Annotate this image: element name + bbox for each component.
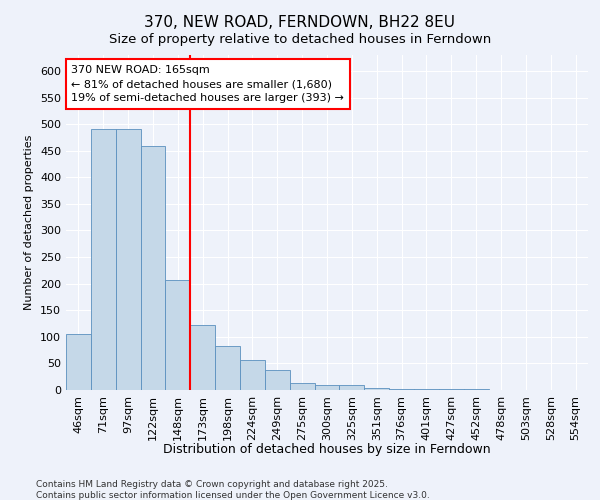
Y-axis label: Number of detached properties: Number of detached properties [25,135,34,310]
Bar [265,370,290,390]
X-axis label: Distribution of detached houses by size in Ferndown: Distribution of detached houses by size … [163,443,491,456]
Bar [215,346,240,390]
Bar [66,334,91,390]
Bar [91,130,116,390]
Bar [340,384,364,390]
Text: Size of property relative to detached houses in Ferndown: Size of property relative to detached ho… [109,32,491,46]
Bar [240,360,265,390]
Bar [290,383,314,390]
Bar [364,388,389,390]
Bar [389,389,414,390]
Bar [140,146,166,390]
Text: 370, NEW ROAD, FERNDOWN, BH22 8EU: 370, NEW ROAD, FERNDOWN, BH22 8EU [145,15,455,30]
Bar [116,130,140,390]
Bar [166,280,190,390]
Text: 370 NEW ROAD: 165sqm
← 81% of detached houses are smaller (1,680)
19% of semi-de: 370 NEW ROAD: 165sqm ← 81% of detached h… [71,65,344,103]
Bar [190,325,215,390]
Text: Contains HM Land Registry data © Crown copyright and database right 2025.
Contai: Contains HM Land Registry data © Crown c… [36,480,430,500]
Bar [314,384,340,390]
